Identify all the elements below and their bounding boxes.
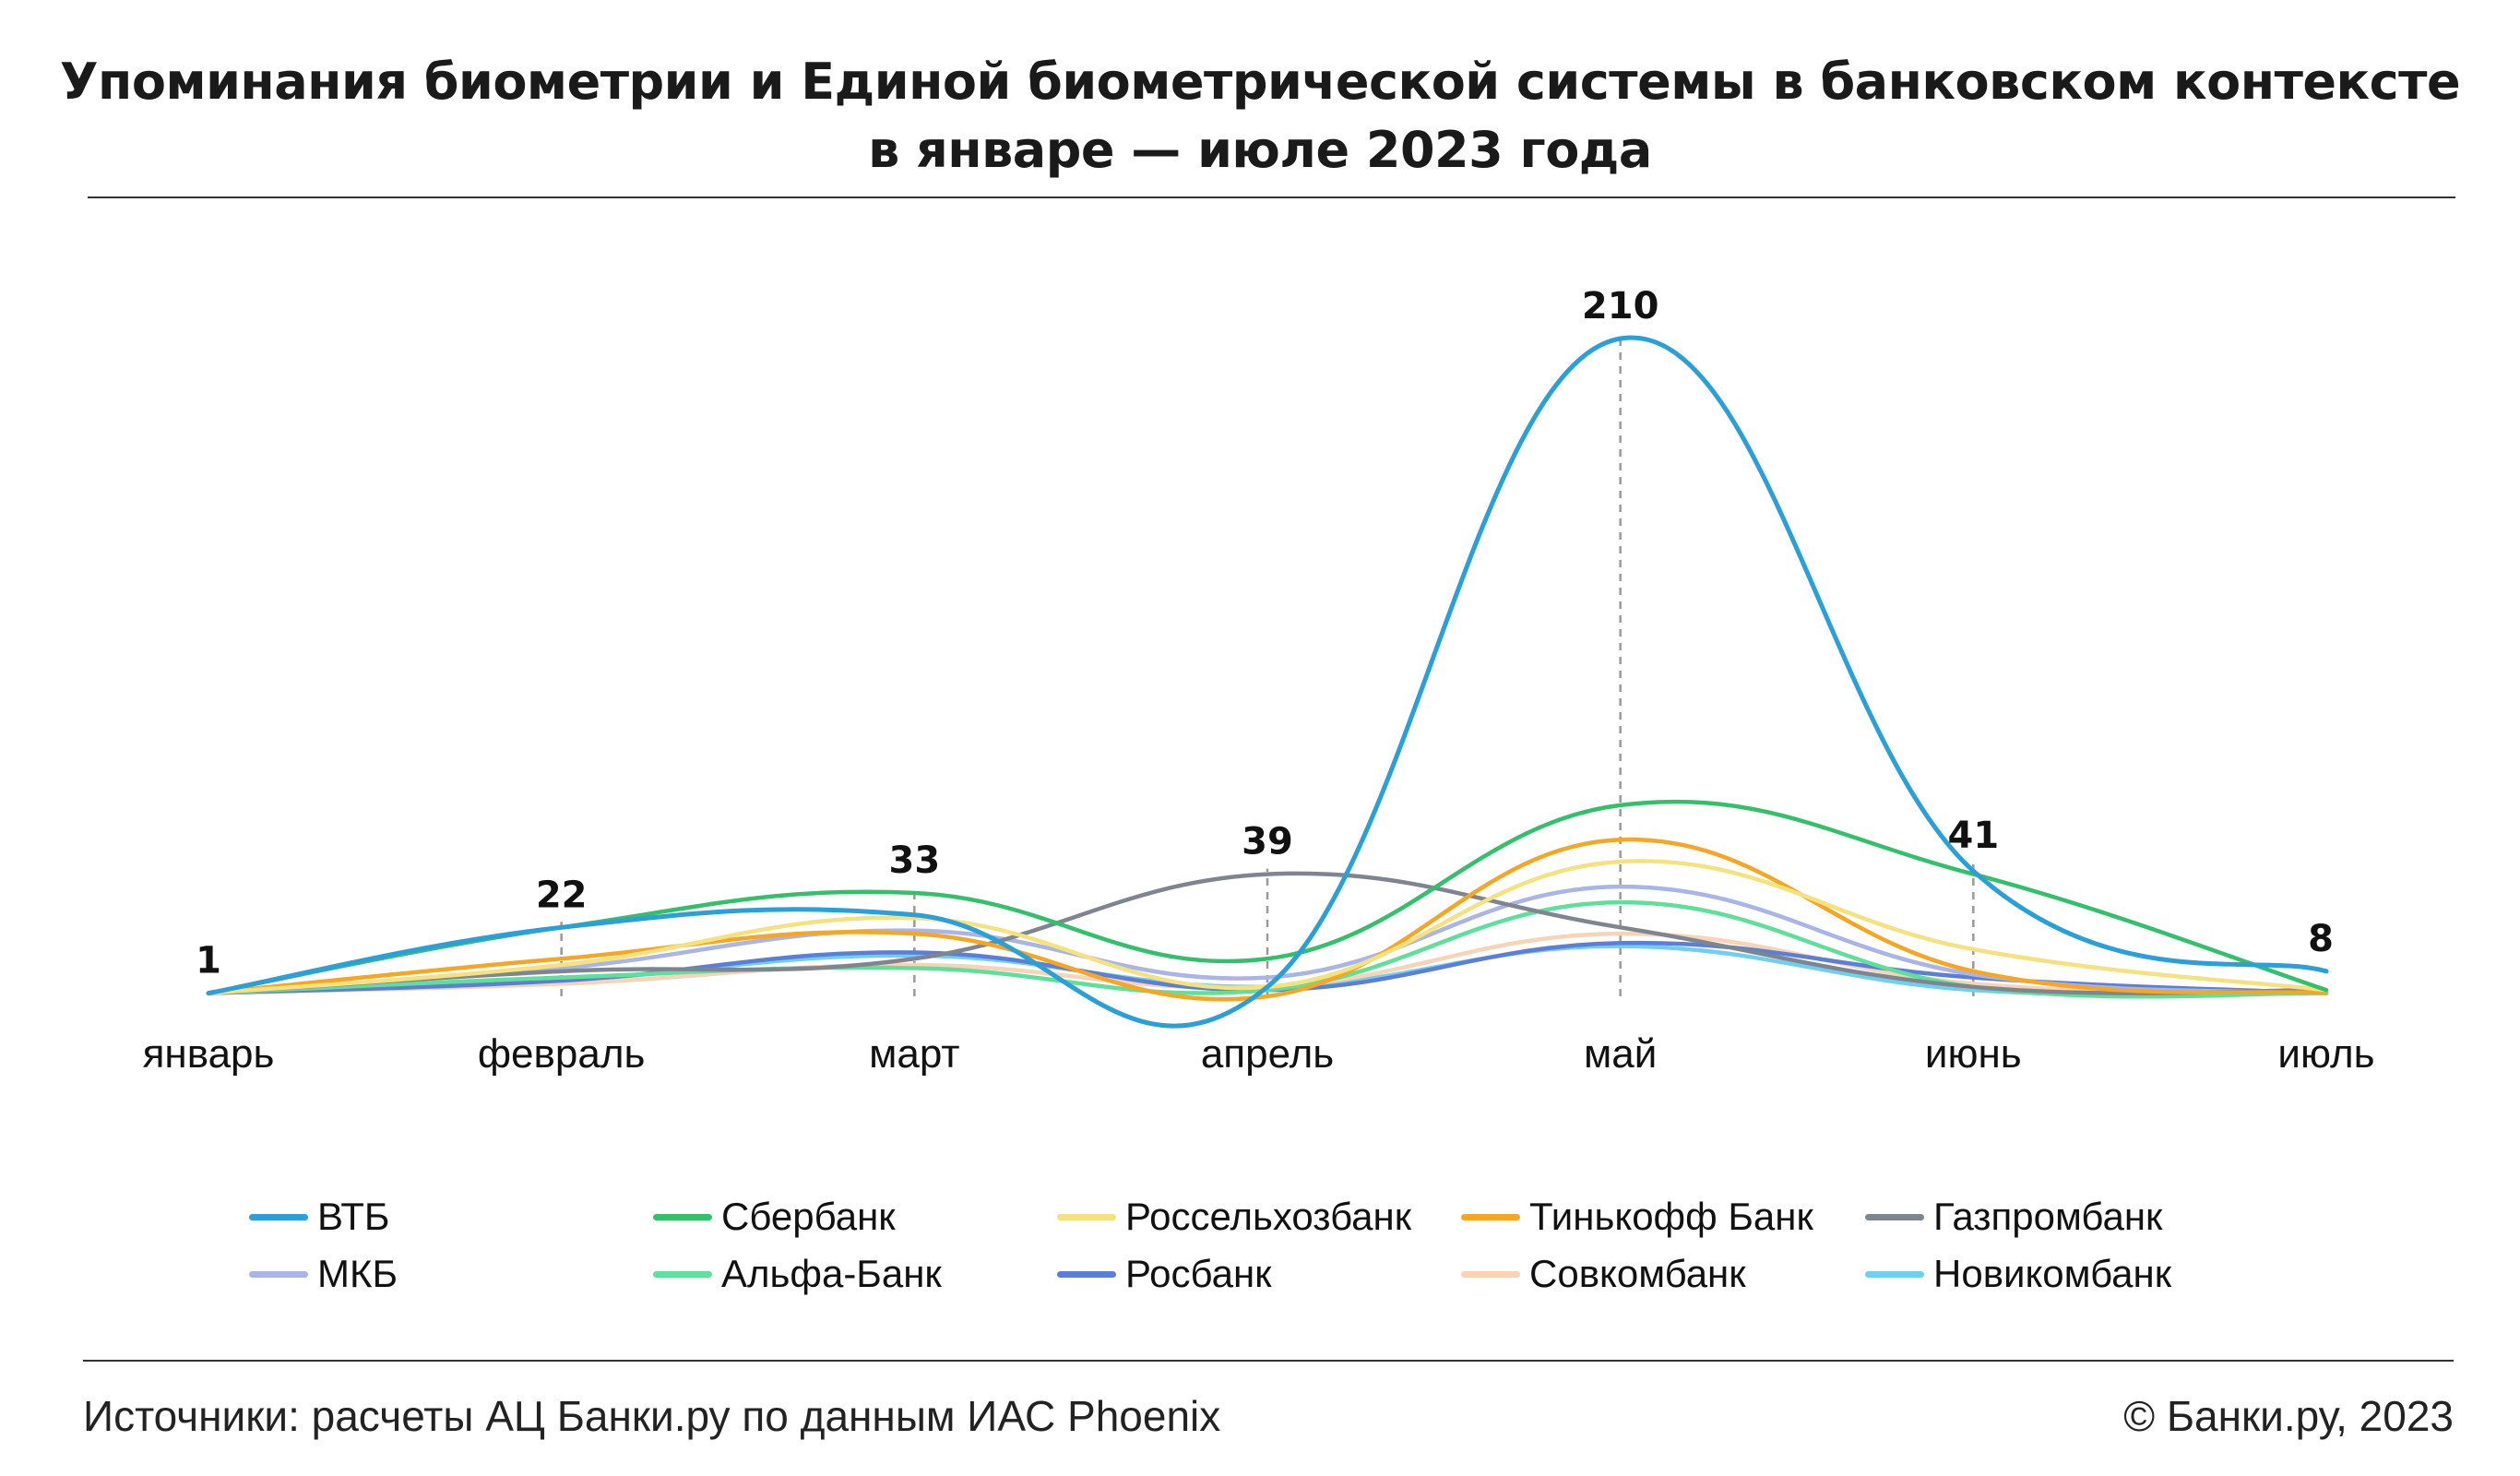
legend-item-сбербанк: Сбербанк xyxy=(653,1195,896,1239)
legend-item-втб: ВТБ xyxy=(249,1195,389,1239)
legend-item-новикомбанк: Новикомбанк xyxy=(1865,1252,2171,1296)
series-line-тинькофф-банк xyxy=(206,837,2329,1002)
x-tick-label-апрель: апрель xyxy=(1201,1031,1334,1077)
legend-swatch-новикомбанк xyxy=(1865,1270,1924,1278)
value-label-июль: 8 xyxy=(2308,918,2334,960)
x-tick-label-февраль: февраль xyxy=(478,1031,646,1077)
chart-title: Упоминания биометрии и Единой биометриче… xyxy=(55,48,2465,184)
value-labels: 1 22 33 39 210 41 8 xyxy=(196,285,2334,982)
series-lines xyxy=(206,335,2329,1029)
legend-label-совкомбанк: Совкомбанк xyxy=(1529,1252,1746,1295)
legend-item-россельхозбанк: Россельхозбанк xyxy=(1057,1195,1411,1239)
legend-label-тинькофф-банк: Тинькофф Банк xyxy=(1529,1195,1813,1238)
legend-item-тинькофф-банк: Тинькофф Банк xyxy=(1461,1195,1813,1239)
legend-swatch-росбанк xyxy=(1057,1270,1116,1278)
line-chart: 1 22 33 39 210 41 8 январь февраль март апрель май… xyxy=(143,285,2375,1077)
value-label-июнь: 41 xyxy=(1947,815,1999,857)
legend-label-россельхозбанк: Россельхозбанк xyxy=(1125,1195,1412,1238)
legend-item-газпромбанк: Газпромбанк xyxy=(1865,1195,2162,1239)
guide-lines xyxy=(560,332,1975,996)
legend-label-сбербанк: Сбербанк xyxy=(721,1195,896,1238)
legend-swatch-мкб xyxy=(249,1270,308,1278)
value-label-март: 33 xyxy=(888,839,940,882)
legend-swatch-втб xyxy=(249,1213,308,1220)
legend-label-альфа-банк: Альфа-Банк xyxy=(721,1252,942,1295)
x-axis: январь февраль март апрель май июнь июль xyxy=(143,1031,2375,1077)
x-tick-label-март: март xyxy=(869,1031,959,1077)
footer-divider xyxy=(83,1360,2454,1362)
value-label-январь: 1 xyxy=(196,940,221,982)
source-note: Источники: расчеты АЦ Банки.ру по данным… xyxy=(83,1392,1221,1440)
legend-label-газпромбанк: Газпромбанк xyxy=(1933,1195,2163,1238)
legend-item-мкб: МКБ xyxy=(249,1252,398,1296)
x-tick-label-май: май xyxy=(1584,1031,1657,1077)
series-line-втб xyxy=(206,335,2329,1029)
copyright: © Банки.ру, 2023 xyxy=(2123,1392,2454,1440)
legend-swatch-совкомбанк xyxy=(1461,1270,1520,1278)
legend-label-втб: ВТБ xyxy=(317,1195,390,1238)
series-line-мкб xyxy=(206,884,2329,995)
value-label-февраль: 22 xyxy=(536,874,588,916)
legend-item-росбанк: Росбанк xyxy=(1057,1252,1272,1296)
value-label-май: 210 xyxy=(1582,285,1659,327)
legend-label-росбанк: Росбанк xyxy=(1125,1252,1272,1295)
legend-swatch-сбербанк xyxy=(653,1213,712,1220)
legend-swatch-газпромбанк xyxy=(1865,1213,1924,1220)
x-tick-label-июль: июль xyxy=(2277,1031,2374,1077)
legend-item-совкомбанк: Совкомбанк xyxy=(1461,1252,1746,1296)
x-tick-label-июнь: июнь xyxy=(1925,1031,2022,1077)
title-divider xyxy=(88,196,2455,198)
chart-title-line2: в январе — июле 2023 года xyxy=(868,121,1652,179)
legend-label-мкб: МКБ xyxy=(317,1252,398,1295)
x-tick-label-январь: январь xyxy=(143,1031,275,1077)
legend-swatch-россельхозбанк xyxy=(1057,1213,1116,1220)
legend-swatch-тинькофф-банк xyxy=(1461,1213,1520,1220)
legend-item-альфа-банк: Альфа-Банк xyxy=(653,1252,942,1296)
value-label-апрель: 39 xyxy=(1242,821,1293,863)
legend-label-новикомбанк: Новикомбанк xyxy=(1933,1252,2172,1295)
legend-swatch-альфа-банк xyxy=(653,1270,712,1278)
series-line-газпромбанк xyxy=(206,871,2329,995)
chart-title-line1: Упоминания биометрии и Единой биометриче… xyxy=(59,53,2461,111)
